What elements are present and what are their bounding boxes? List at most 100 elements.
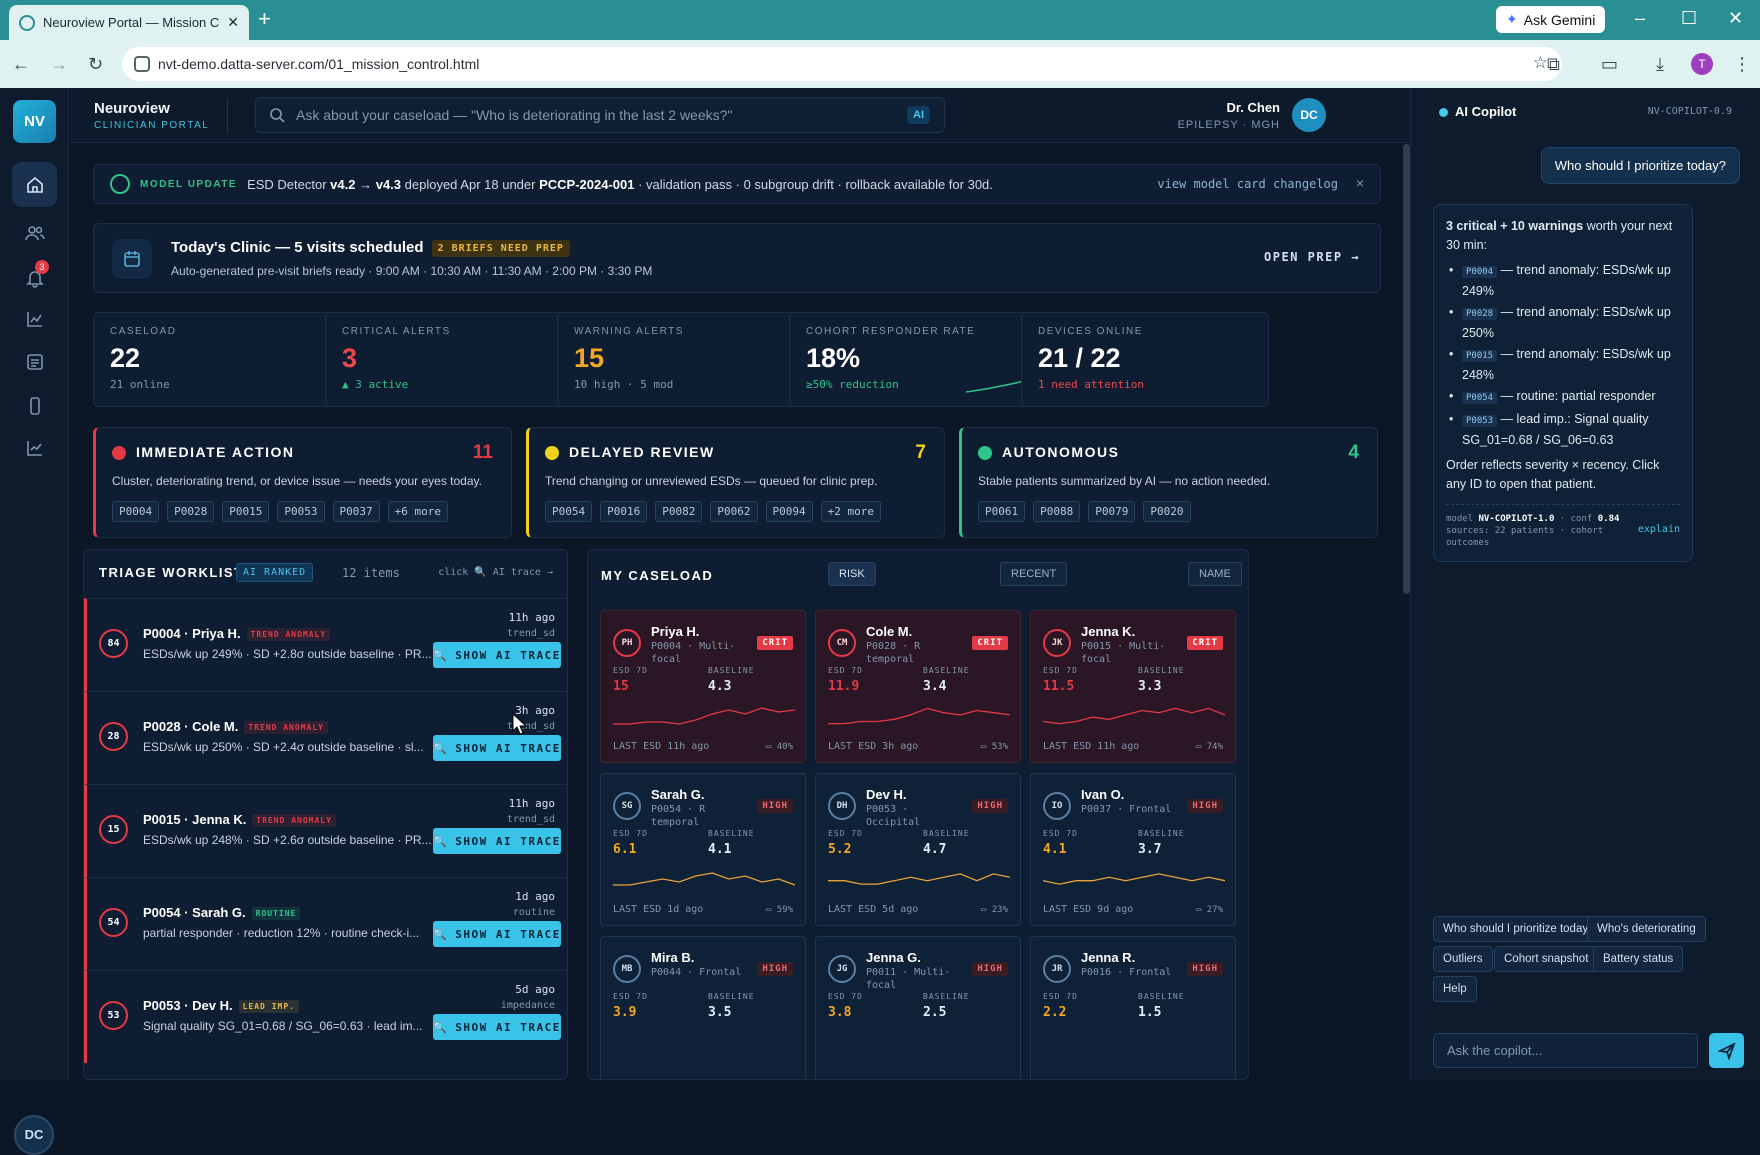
patient-chip[interactable]: P0082 [655,501,703,522]
show-ai-trace-button[interactable]: 🔍 SHOW AI TRACE [433,828,561,854]
patient-chip[interactable]: P0020 [1143,501,1191,522]
minimize-button[interactable]: – [1635,8,1646,28]
tier-card[interactable]: AUTONOMOUS 4 Stable patients summarized by… [959,427,1378,538]
show-ai-trace-button[interactable]: 🔍 SHOW AI TRACE [433,921,561,947]
nav-patients[interactable] [12,210,57,255]
patient-id-link[interactable]: P0054 [1462,392,1498,404]
bookmark-star-icon[interactable]: ☆ [1532,53,1548,72]
show-ai-trace-button[interactable]: 🔍 SHOW AI TRACE [433,1014,561,1040]
nav-devices[interactable] [12,383,57,428]
search-placeholder: Ask about your caseload — "Who is deteri… [296,107,733,123]
patient-chip[interactable]: +6 more [387,501,448,522]
patient-card[interactable]: IO Ivan O. P0037 · Frontal HIGH ESD 7D BASELI… [1030,773,1236,926]
patient-card[interactable]: CM Cole M. P0028 · R temporal CRIT ESD 7D BAS… [815,610,1021,763]
patient-chip[interactable]: P0061 [978,501,1026,522]
patient-chip[interactable]: P0016 [600,501,648,522]
worklist-row[interactable]: 53 P0053 · Dev H. LEAD IMP. Signal quality … [84,970,567,1063]
patient-chip[interactable]: +2 more [820,501,881,522]
menu-icon[interactable]: ⋮ [1733,54,1751,74]
close-window-button[interactable]: ✕ [1728,8,1744,28]
show-ai-trace-button[interactable]: 🔍 SHOW AI TRACE [433,735,561,761]
patient-chip[interactable]: P0079 [1088,501,1136,522]
patient-chip[interactable]: P0053 [277,501,325,522]
ask-gemini-button[interactable]: ✦ Ask Gemini [1496,6,1606,33]
patient-card-info: P0053 · Occipital [866,804,921,828]
patient-chip[interactable]: P0028 [167,501,215,522]
suggestion-chip[interactable]: Battery status [1593,946,1684,972]
patient-chip[interactable]: P0037 [332,501,380,522]
nav-alerts[interactable]: 3 [12,255,57,300]
nav-analytics[interactable] [12,425,57,470]
model-card-links[interactable]: view model card changelog [1157,177,1338,191]
caseload-search-input[interactable]: Ask about your caseload — "Who is deteri… [255,97,945,133]
header-avatar[interactable]: DC [1292,98,1326,132]
new-tab-button[interactable]: + [258,6,271,31]
patient-card[interactable]: JK Jenna K. P0015 · Multi-focal CRIT ESD 7D B… [1030,610,1236,763]
button-label: SHOW AI TRACE [455,1020,561,1034]
forward-icon[interactable]: → [50,54,68,74]
patient-chip[interactable]: P0094 [765,501,813,522]
reload-icon[interactable]: ↻ [88,54,104,74]
baseline-value: 3.4 [923,679,947,694]
suggestion-chip[interactable]: Who's deteriorating [1587,916,1706,942]
send-button[interactable] [1709,1033,1744,1068]
media-icon[interactable]: ▭ [1601,54,1619,74]
suggestion-chip[interactable]: Cohort snapshot [1494,946,1599,972]
tier-card[interactable]: DELAYED REVIEW 7 Trend changing or unrevie… [526,427,945,538]
profile-avatar[interactable]: T [1691,53,1713,75]
patient-name-text: P0054 · Sarah G. [143,905,246,920]
patient-card[interactable]: SG Sarah G. P0054 · R temporal HIGH ESD 7D BA… [600,773,806,926]
patient-chip[interactable]: P0062 [710,501,758,522]
close-tab-icon[interactable]: ✕ [227,14,239,30]
show-ai-trace-button[interactable]: 🔍 SHOW AI TRACE [433,642,561,668]
patient-id-link[interactable]: P0015 [1462,350,1498,362]
patient-chip[interactable]: P0088 [1033,501,1081,522]
back-icon[interactable]: ← [12,54,30,74]
suggestion-chip[interactable]: Help [1433,976,1477,1002]
worklist-row[interactable]: 28 P0028 · Cole M. TREND ANOMALY ESDs/wk up… [84,691,567,784]
worklist-row[interactable]: 54 P0054 · Sarah G. ROUTINE partial respond… [84,877,567,970]
patient-chip[interactable]: P0004 [112,501,160,522]
user-avatar[interactable]: DC [14,1115,54,1155]
patient-avatar: PH [613,629,641,657]
download-icon[interactable]: ⤓ [1656,54,1664,74]
worklist-row[interactable]: 84 P0004 · Priya H. TREND ANOMALY ESDs/wk u… [84,598,567,691]
browser-tab[interactable]: Neuroview Portal — Mission Co ✕ [9,5,249,40]
patient-card[interactable]: DH Dev H. P0053 · Occipital HIGH ESD 7D BASEL… [815,773,1021,926]
meta-model-label: model [1446,514,1479,524]
patient-id-link[interactable]: P0028 [1462,308,1498,320]
suggestion-chip[interactable]: Outliers [1433,946,1493,972]
url-field[interactable]: nvt-demo.datta-server.com/01_mission_con… [122,47,1562,81]
patient-id-link[interactable]: P0053 [1462,415,1498,427]
explain-link[interactable]: explain [1637,524,1680,535]
triage-worklist: TRIAGE WORKLIST AI RANKED 12 items click… [83,549,568,1080]
tier-card[interactable]: IMMEDIATE ACTION 11 Cluster, deteriorating… [93,427,512,538]
extensions-icon[interactable]: ⧉ [1547,54,1560,74]
close-icon[interactable]: × [1355,175,1364,191]
patient-card[interactable]: JG Jenna G. P0011 · Multi-focal HIGH ESD 7D B… [815,936,1021,1079]
site-info-icon[interactable] [134,56,150,72]
patient-card[interactable]: JR Jenna R. P0016 · Frontal HIGH ESD 7D BASEL… [1030,936,1236,1079]
patient-card[interactable]: MB Mira B. P0044 · Frontal HIGH ESD 7D BASELI… [600,936,806,1079]
priority-score: 53 [99,1001,128,1030]
worklist-row[interactable]: 15 P0015 · Jenna K. TREND ANOMALY ESDs/wk u… [84,784,567,877]
sort-risk-button[interactable]: RISK [828,562,876,586]
nav-reports[interactable] [12,339,57,384]
nav-home[interactable] [12,162,57,207]
esd-trend-sparkline [1043,707,1225,725]
patient-card-name: Ivan O. [1081,787,1125,802]
suggestion-chip[interactable]: Who should I prioritize today [1433,916,1599,942]
app-logo[interactable]: NV [13,100,56,143]
patient-id-link[interactable]: P0004 [1462,266,1498,278]
maximize-button[interactable]: ☐ [1681,8,1698,28]
caseload-title: MY CASELOAD [601,568,714,583]
sort-name-button[interactable]: NAME [1188,562,1242,586]
copilot-input[interactable]: Ask the copilot... [1433,1033,1698,1068]
sort-recent-button[interactable]: RECENT [1000,562,1068,586]
patient-chip[interactable]: P0054 [545,501,593,522]
nav-trends[interactable] [12,296,57,341]
patient-chip[interactable]: P0015 [222,501,270,522]
patient-card[interactable]: PH Priya H. P0004 · Multi-focal CRIT ESD 7D B… [600,610,806,763]
open-prep-button[interactable]: OPEN PREP → [1264,250,1360,264]
main-scrollbar[interactable] [1403,144,1410,594]
